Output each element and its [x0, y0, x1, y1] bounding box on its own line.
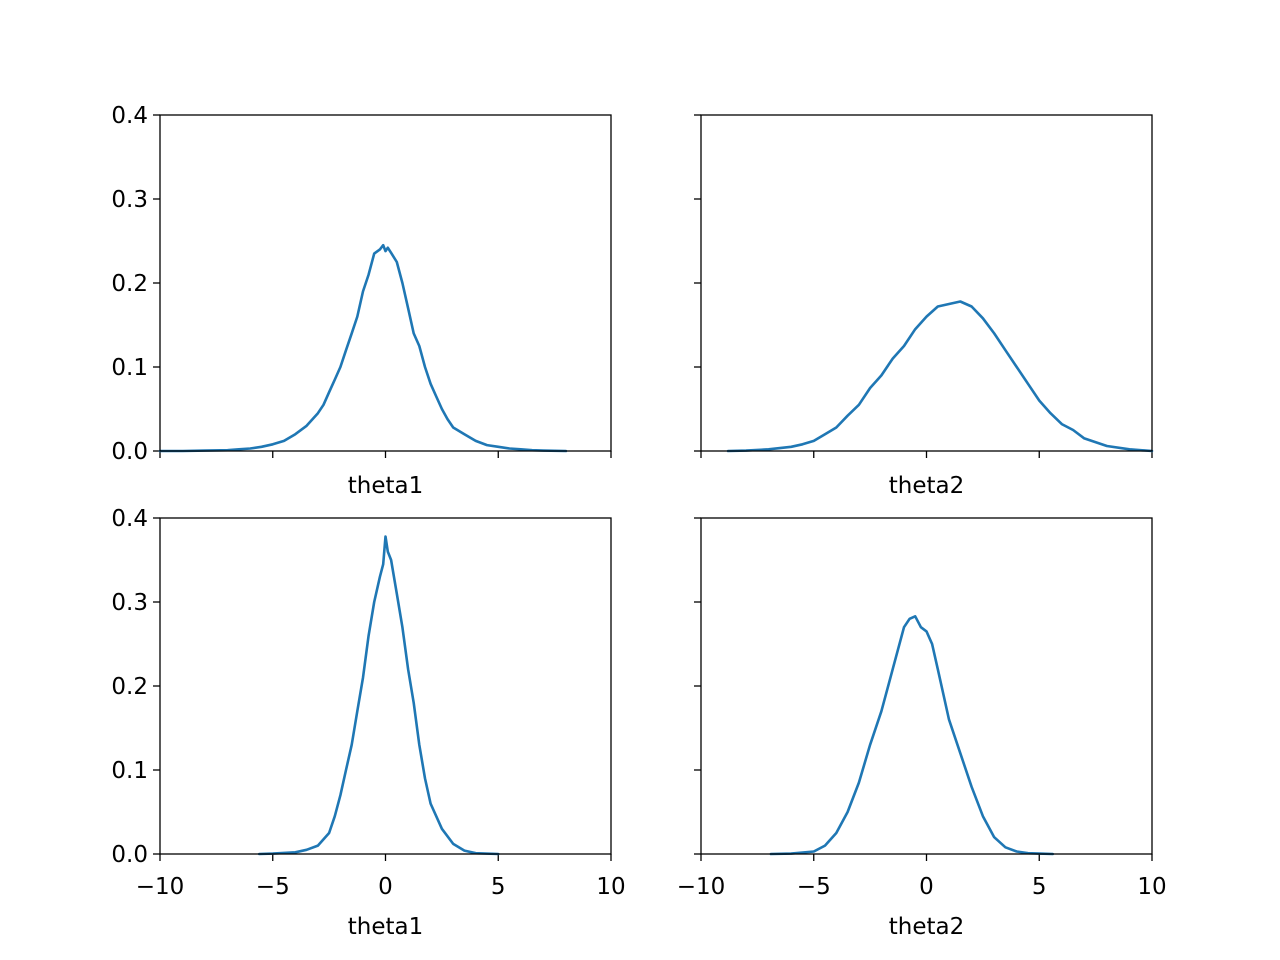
panel-top-left-series-line — [158, 243, 568, 453]
panel-top-right-series-line — [726, 300, 1154, 453]
panel-top-left-frame — [159, 114, 612, 452]
panel-bottom-left-xtick-label: 5 — [491, 874, 506, 900]
panel-bottom-left-xlabel: theta1 — [348, 914, 424, 940]
panel-bottom-left-xtick-label: 10 — [596, 874, 625, 900]
panel-bottom-right-xtick-label: 10 — [1137, 874, 1166, 900]
panel-bottom-right-xlabel: theta2 — [889, 914, 965, 940]
panel-bottom-left-frame — [159, 517, 612, 855]
panel-bottom-left-ytick-label: 0.3 — [111, 590, 148, 616]
panel-bottom-right-xtick-label: −5 — [797, 874, 831, 900]
panel-bottom-left-xtick-label: −10 — [136, 874, 185, 900]
panel-top-right-frame — [700, 114, 1153, 452]
panel-bottom-left-ytick-label: 0.1 — [111, 758, 148, 784]
panel-bottom-left-ytick-label: 0.4 — [111, 506, 148, 532]
panel-bottom-right-xtick-label: 5 — [1032, 874, 1047, 900]
panel-top-right-xlabel: theta2 — [889, 473, 965, 499]
panel-bottom-left-ytick-label: 0.0 — [111, 842, 148, 868]
panel-top-left-ytick-label: 0.0 — [111, 439, 148, 465]
panel-bottom-right-frame — [700, 517, 1153, 855]
panel-bottom-left-ytick-label: 0.2 — [111, 674, 148, 700]
panel-top-left-ytick-label: 0.3 — [111, 187, 148, 213]
panel-bottom-right-xtick-label: −10 — [677, 874, 726, 900]
panel-bottom-right-xtick-label: 0 — [919, 874, 934, 900]
panel-top-left-ytick-label: 0.2 — [111, 271, 148, 297]
panel-top-left-ytick-label: 0.4 — [111, 103, 148, 129]
panel-top-left-xlabel: theta1 — [348, 473, 424, 499]
panel-bottom-left-series-line — [257, 535, 500, 856]
panel-bottom-left-xtick-label: −5 — [256, 874, 290, 900]
panel-top-left-ytick-label: 0.1 — [111, 355, 148, 381]
panel-bottom-left-xtick-label: 0 — [378, 874, 393, 900]
panel-bottom-right-series-line — [769, 614, 1055, 856]
